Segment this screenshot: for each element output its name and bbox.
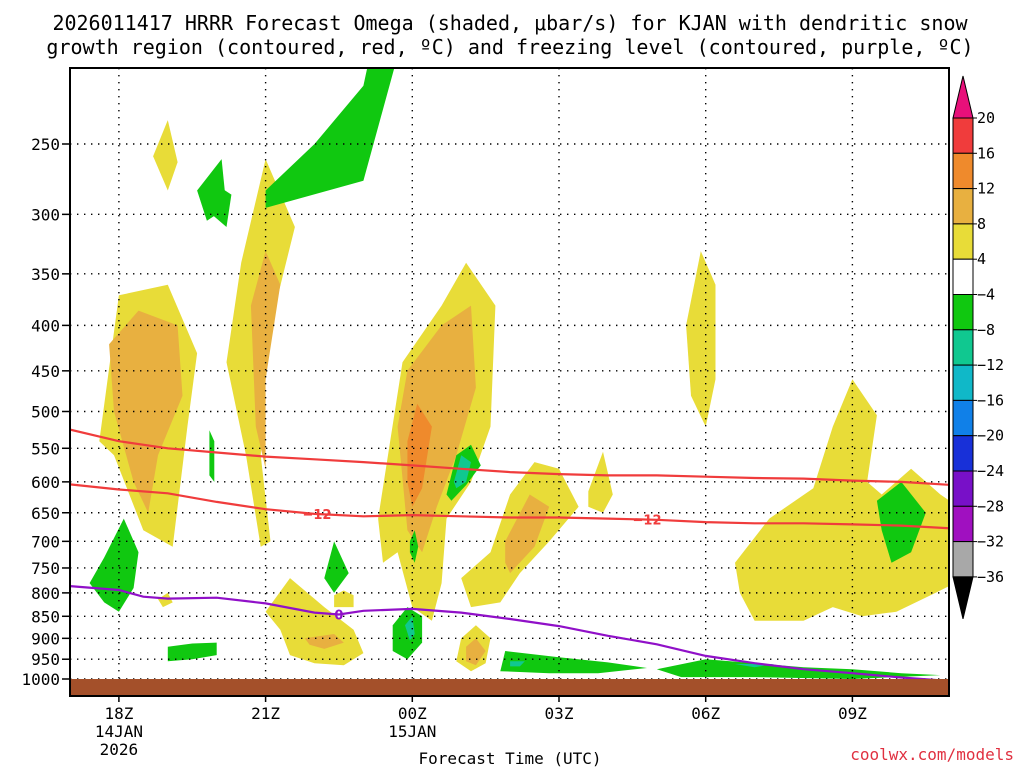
y-tick-label-600: 600 [31,473,60,492]
colorbar-bin-11 [952,470,974,507]
omega-region-1 [109,310,183,513]
colorbar-bin-13 [952,541,974,578]
pressure-axis: 250 300 350 400 450 500 550 600 650 700 750 800 850 9… [21,135,70,689]
colorbar-label-10: −24 [977,462,1004,480]
x-tick-label-09Z: 09Z [838,704,867,723]
plot-frame [69,67,950,697]
y-tick-label-650: 650 [31,504,60,523]
omega-region-21 [453,455,471,489]
y-tick-label-400: 400 [31,316,60,335]
colorbar-label-2: 12 [977,180,995,198]
omega-region-4 [250,251,281,469]
y-tick-label-1000: 1000 [21,670,60,689]
colorbar-label-7: −12 [977,356,1004,374]
omega-region-32 [735,379,949,621]
omega-shaded-regions [89,68,949,679]
colorbar-label-0: 20 [977,109,995,127]
omega-region-34 [89,518,139,612]
x-tick-date-00Z: 15JAN [388,722,436,741]
dendritic-contour-0 [70,483,949,530]
omega-region-11 [505,494,550,574]
omega-region-13 [466,638,486,666]
colorbar-bin-8 [952,364,974,401]
dendritic-label-a: −12 [302,508,331,523]
freezing-level-label: 0 [334,608,343,623]
y-tick-label-250: 250 [31,135,60,154]
y-tick-label-700: 700 [31,532,60,551]
omega-region-22 [392,607,423,660]
y-tick-label-450: 450 [31,362,60,381]
y-tick-label-850: 850 [31,607,60,626]
colorbar-bin-10 [952,435,974,472]
ground-terrain [70,679,949,696]
omega-region-25 [265,68,395,208]
omega-region-31 [588,451,613,513]
omega-region-24 [197,159,227,221]
y-tick-label-500: 500 [31,403,60,422]
x-tick-label-03Z: 03Z [545,704,574,723]
x-tick-label-21Z: 21Z [251,704,280,723]
omega-region-9 [407,403,432,507]
colorbar-label-4: 4 [977,250,986,268]
x-axis-label: Forecast Time (UTC) [418,749,601,768]
colorbar-bin-2 [952,152,974,190]
temperature-contours: −12 −12 0 [70,428,949,683]
y-tick-label-950: 950 [31,650,60,669]
site-credit: coolwx.com/models [850,745,1014,764]
colorbar-label-1: 16 [977,144,995,162]
x-tick-year-18Z: 2026 [100,740,139,759]
colorbar-bin-9 [952,399,974,437]
y-tick-label-550: 550 [31,439,60,458]
omega-region-2 [153,120,178,191]
omega-region-35 [158,592,173,608]
x-tick-label-00Z: 00Z [398,704,427,723]
colorbar-bin-5 [952,258,974,296]
colorbar-label-3: 8 [977,215,986,233]
colorbar-bin-3 [952,188,974,225]
y-tick-label-350: 350 [31,265,60,284]
omega-region-17 [324,541,349,593]
x-tick-date-18Z: 14JAN [95,722,143,741]
y-tick-label-800: 800 [31,584,60,603]
omega-region-19 [167,642,217,662]
omega-region-15 [304,634,344,649]
y-tick-label-750: 750 [31,559,60,578]
colorbar-label-8: −16 [977,391,1004,409]
freezing-level-contour [70,585,949,683]
omega-region-16 [334,590,354,608]
colorbar-label-6: −8 [977,321,995,339]
colorbar-label-5: −4 [977,286,995,304]
colorbar-label-9: −20 [977,427,1004,445]
omega-region-33 [876,481,926,563]
dendritic-label-b: −12 [633,514,662,529]
colorbar-label-12: −32 [977,533,1004,551]
y-tick-label-300: 300 [31,205,60,224]
omega-region-14 [265,578,364,666]
omega-region-6 [209,430,215,482]
omega-region-30 [686,251,716,427]
colorbar-bin-6 [952,294,974,331]
dendritic-contour-1 [70,428,949,486]
x-tick-label-06Z: 06Z [691,704,720,723]
chart-title-line-1: 2026011417 HRRR Forecast Omega (shaded, … [52,11,968,35]
x-tick-label-18Z: 18Z [104,704,133,723]
colorbar-bin-12 [952,505,974,543]
colorbar: 20 16 12 8 4 −4 −8 −12 −16 −20 −24 −28 −32 −36 [952,75,1004,620]
omega-region-26 [500,651,647,674]
omega-region-27 [510,661,525,667]
y-tick-label-900: 900 [31,629,60,648]
colorbar-bin-4 [952,223,974,260]
colorbar-top-arrow [952,75,974,119]
colorbar-bin-1 [952,117,974,154]
colorbar-label-13: −36 [977,568,1004,586]
colorbar-label-11: −28 [977,497,1004,515]
colorbar-bin-7 [952,329,974,366]
chart-title-line-2: growth region (contoured, red, ºC) and f… [46,35,973,59]
plot-area: −12 −12 0 [69,67,950,697]
colorbar-bottom-arrow [952,576,974,620]
